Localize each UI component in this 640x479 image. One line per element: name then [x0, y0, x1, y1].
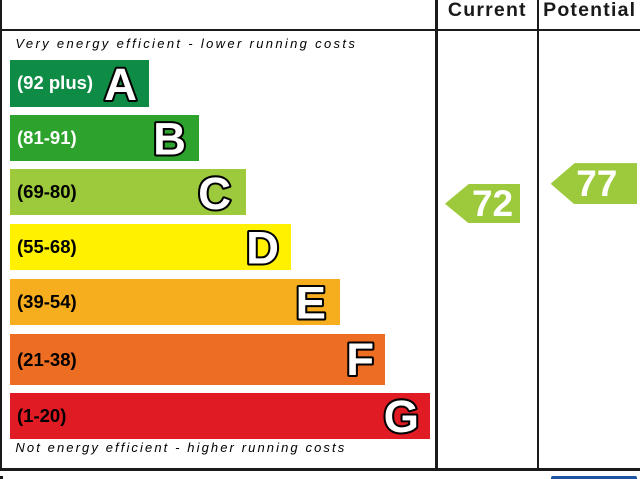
- svg-text:G: G: [384, 391, 419, 442]
- svg-text:E: E: [296, 277, 326, 328]
- svg-text:A: A: [104, 59, 137, 110]
- svg-text:D: D: [246, 223, 279, 274]
- svg-text:C: C: [198, 168, 231, 219]
- svg-text:F: F: [346, 334, 374, 385]
- svg-text:B: B: [153, 114, 186, 165]
